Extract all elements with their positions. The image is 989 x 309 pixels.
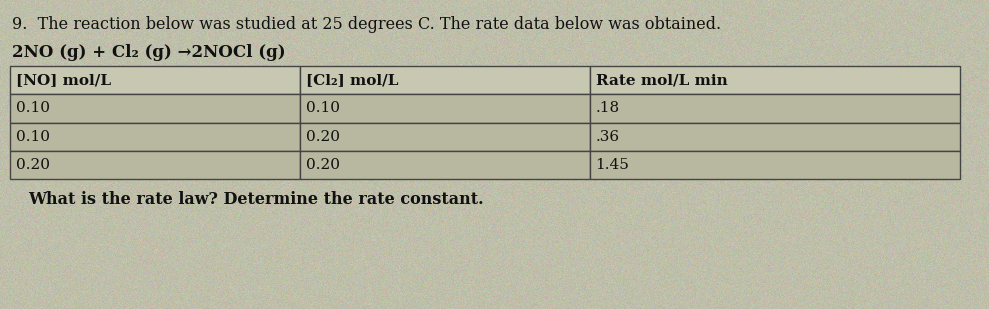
Bar — [300, 151, 589, 179]
Bar — [589, 122, 960, 151]
Bar — [10, 66, 300, 94]
Bar — [589, 94, 960, 122]
Bar — [300, 94, 589, 122]
Text: 9.  The reaction below was studied at 25 degrees C. The rate data below was obta: 9. The reaction below was studied at 25 … — [12, 16, 721, 33]
Text: 2NO (g) + Cl₂ (g) →2NOCl (g): 2NO (g) + Cl₂ (g) →2NOCl (g) — [12, 44, 286, 61]
Bar — [589, 66, 960, 94]
Bar — [589, 151, 960, 179]
Bar — [10, 94, 300, 122]
Text: 1.45: 1.45 — [595, 158, 629, 172]
Text: .18: .18 — [595, 101, 620, 115]
Text: 0.10: 0.10 — [16, 129, 50, 144]
Text: 0.10: 0.10 — [306, 101, 340, 115]
Text: 0.10: 0.10 — [16, 101, 50, 115]
Text: What is the rate law? Determine the rate constant.: What is the rate law? Determine the rate… — [28, 191, 484, 208]
Bar — [10, 122, 300, 151]
Text: [Cl₂] mol/L: [Cl₂] mol/L — [306, 73, 399, 87]
Text: 0.20: 0.20 — [16, 158, 50, 172]
Text: 0.20: 0.20 — [306, 129, 340, 144]
Bar — [300, 122, 589, 151]
Text: 0.20: 0.20 — [306, 158, 340, 172]
Text: .36: .36 — [595, 129, 620, 144]
Text: [NO] mol/L: [NO] mol/L — [16, 73, 111, 87]
Bar — [10, 151, 300, 179]
Text: Rate mol/L min: Rate mol/L min — [595, 73, 727, 87]
Bar — [300, 66, 589, 94]
